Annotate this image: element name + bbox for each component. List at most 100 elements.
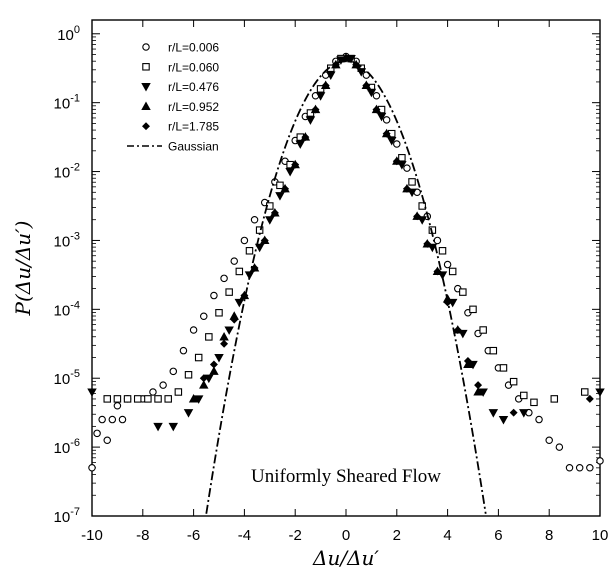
data-point-triangle-down <box>366 88 377 98</box>
x-tick-label: 10 <box>592 527 608 544</box>
data-point-diamond <box>342 54 350 63</box>
data-point-square <box>154 395 162 403</box>
data-point-circle <box>200 312 208 320</box>
data-point-triangle-up <box>188 393 199 403</box>
data-point-triangle-down <box>386 137 397 146</box>
x-tick-label: -8 <box>136 527 149 544</box>
series-r-l-1-785 <box>199 54 594 417</box>
data-point-diamond <box>270 208 279 217</box>
annotation-label: Uniformly Sheared Flow <box>251 466 441 487</box>
data-point-circle <box>149 388 157 396</box>
data-point-diamond <box>382 129 391 138</box>
y-tick-label: 10-4 <box>54 299 80 319</box>
data-point-diamond <box>453 326 462 334</box>
y-tick-label: 10-6 <box>54 437 80 457</box>
data-point-square <box>509 377 518 386</box>
x-tick-label: 0 <box>342 527 350 544</box>
data-point-square <box>459 288 467 296</box>
data-point-circle <box>113 402 122 410</box>
data-point-square <box>164 395 172 403</box>
data-point-square <box>581 388 589 396</box>
data-point-diamond <box>260 236 269 245</box>
data-point-triangle-down <box>519 409 529 418</box>
x-axis-label: Δu/Δu′ <box>312 546 379 570</box>
data-point-square <box>469 305 477 314</box>
data-point-diamond <box>423 239 432 248</box>
series-r-l-0-476 <box>87 55 605 432</box>
data-point-square <box>499 364 508 372</box>
data-point-triangle-down <box>87 388 97 397</box>
data-point-triangle-down <box>468 360 478 370</box>
legend: r/L=0.006 r/L=0.060 r/L=0.476 r/L=0.952 r/L=… <box>127 41 219 154</box>
data-point-diamond <box>291 160 300 169</box>
data-point-triangle-up <box>209 366 219 375</box>
x-tick-label: 8 <box>545 527 553 544</box>
x-tick-label: 6 <box>494 527 502 544</box>
x-tick-label: 4 <box>443 527 451 544</box>
x-tick-label: -6 <box>187 527 200 544</box>
data-point-circle <box>220 274 228 283</box>
data-point-square <box>174 388 183 396</box>
data-point-circle <box>159 381 167 389</box>
data-point-circle <box>403 164 411 172</box>
data-point-square <box>550 395 559 403</box>
data-point-triangle-down <box>193 395 204 404</box>
data-point-square <box>418 202 426 210</box>
data-point-diamond <box>362 81 371 90</box>
data-point-square <box>205 333 213 341</box>
data-point-triangle-down <box>356 68 366 77</box>
y-tick-label: 10-3 <box>54 230 80 250</box>
legend-marker-square <box>142 63 150 71</box>
y-tick-label: 100 <box>57 24 80 44</box>
data-point-square <box>123 395 132 403</box>
x-tick-label: 2 <box>393 527 401 544</box>
y-tick-label: 10-2 <box>54 162 80 182</box>
data-point-circle <box>108 415 117 424</box>
data-point-triangle-down <box>275 192 285 201</box>
data-point-diamond <box>402 184 411 193</box>
data-point-triangle-down <box>214 354 224 363</box>
data-point-circle <box>98 415 106 424</box>
data-point-triangle-up <box>219 331 229 341</box>
legend-marker-diamond <box>142 122 150 131</box>
data-point-circle <box>93 429 101 438</box>
data-point-triangle-down <box>285 168 295 177</box>
legend-marker-circle <box>142 43 150 51</box>
legend-entry: r/L=0.476 <box>141 80 219 94</box>
data-point-circle <box>210 291 218 300</box>
data-point-circle <box>250 216 259 224</box>
data-point-triangle-down <box>478 388 488 397</box>
gaussian-curve <box>205 60 487 514</box>
data-point-diamond <box>301 133 310 142</box>
data-point-diamond <box>321 81 330 90</box>
data-point-circle <box>565 464 574 472</box>
data-point-circle <box>169 367 178 376</box>
data-point-square <box>438 247 447 255</box>
data-point-circle <box>240 236 249 245</box>
data-point-diamond <box>474 381 483 390</box>
legend-entry: Gaussian <box>127 140 219 154</box>
legend-label: Gaussian <box>168 140 219 154</box>
series-gaussian <box>205 60 487 514</box>
data-point-diamond <box>392 157 401 166</box>
data-point-triangle-down <box>153 422 163 432</box>
data-point-diamond <box>433 267 442 276</box>
data-point-circle <box>443 260 452 269</box>
data-point-circle <box>230 257 238 265</box>
data-point-circle <box>586 464 594 472</box>
data-point-square <box>103 395 111 403</box>
legend-entry: r/L=0.006 <box>142 41 219 55</box>
data-point-diamond <box>220 339 229 348</box>
data-point-diamond <box>585 394 594 403</box>
data-point-triangle-down <box>254 243 265 253</box>
data-point-circle <box>189 326 198 334</box>
data-point-square <box>225 288 233 296</box>
data-point-square <box>398 154 406 162</box>
data-point-triangle-down <box>498 416 509 425</box>
legend-entry: r/L=1.785 <box>142 120 219 134</box>
legend-entry: r/L=0.060 <box>142 60 219 74</box>
series-r-l-0-006 <box>88 52 604 472</box>
legend-label: r/L=0.952 <box>168 100 219 114</box>
data-point-triangle-down <box>295 140 306 149</box>
